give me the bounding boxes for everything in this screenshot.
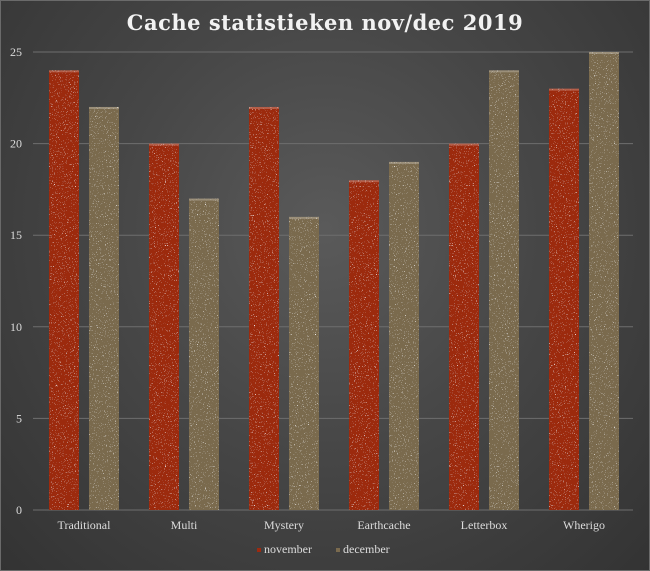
bar-november-multi xyxy=(149,143,179,510)
legend-label-november: november xyxy=(264,542,312,556)
bar-top-highlight xyxy=(249,106,279,109)
bar-top-highlight xyxy=(389,161,419,164)
bar-top-highlight xyxy=(289,216,319,219)
bar-december-multi xyxy=(189,198,219,510)
x-tick-label: Traditional xyxy=(58,518,112,532)
bar-top-highlight xyxy=(589,52,619,54)
bar-december-earthcache xyxy=(389,161,419,511)
bar-november-wherigo xyxy=(549,88,579,510)
bar-top-highlight xyxy=(549,88,579,91)
bar-december-mystery xyxy=(289,216,319,510)
y-tick-label: 20 xyxy=(10,137,22,151)
bar-november-mystery xyxy=(249,106,279,511)
legend-swatch-november xyxy=(257,548,261,552)
legend: november december xyxy=(257,542,390,556)
legend-swatch-december xyxy=(336,548,340,552)
x-tick-label: Multi xyxy=(171,518,198,532)
bar-november-earthcache xyxy=(349,180,379,511)
legend-label-december: december xyxy=(343,542,390,556)
y-tick-label: 0 xyxy=(16,503,22,517)
bar-december-letterbox xyxy=(489,70,519,510)
x-tick-label: Earthcache xyxy=(357,518,410,532)
y-tick-label: 25 xyxy=(10,45,22,59)
bar-top-highlight xyxy=(49,70,79,73)
bar-top-highlight xyxy=(189,198,219,201)
bar-december-traditional xyxy=(89,106,119,511)
x-tick-label: Mystery xyxy=(264,518,304,532)
x-axis-ticks: Traditional Multi Mystery Earthcache Letterb… xyxy=(58,518,605,532)
y-tick-label: 15 xyxy=(10,228,22,242)
y-axis-ticks: 0 5 10 15 20 25 xyxy=(10,45,22,517)
y-tick-label: 10 xyxy=(10,320,22,334)
bar-november-traditional xyxy=(49,70,79,510)
bar-top-highlight xyxy=(349,180,379,183)
bar-top-highlight xyxy=(149,143,179,146)
x-tick-label: Letterbox xyxy=(461,518,508,532)
bar-top-highlight xyxy=(489,70,519,73)
y-tick-label: 5 xyxy=(16,411,22,425)
chart-title: Cache statistieken nov/dec 2019 xyxy=(127,10,523,35)
x-tick-label: Wherigo xyxy=(563,518,605,532)
gridlines xyxy=(33,51,633,511)
bar-top-highlight xyxy=(89,106,119,109)
bar-top-highlight xyxy=(449,143,479,146)
bar-december-wherigo xyxy=(589,52,619,510)
bar-november-letterbox xyxy=(449,143,479,510)
bars xyxy=(49,52,619,511)
